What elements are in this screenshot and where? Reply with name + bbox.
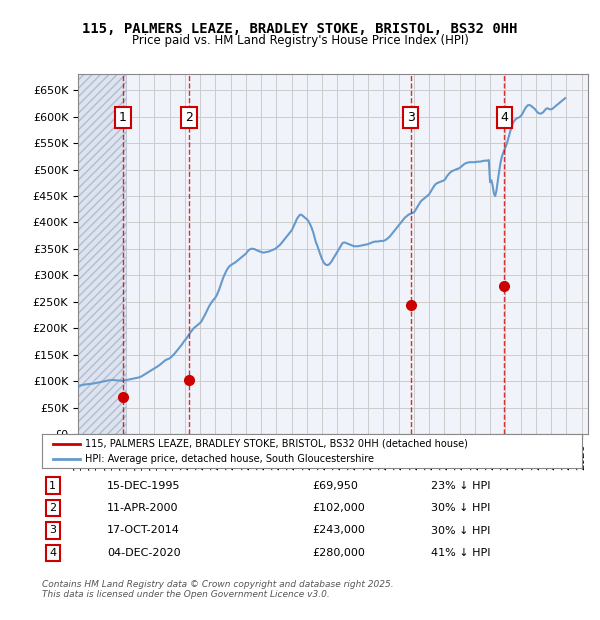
Text: 2: 2 [49,503,56,513]
Text: £69,950: £69,950 [312,480,358,490]
Text: 3: 3 [49,526,56,536]
Text: 115, PALMERS LEAZE, BRADLEY STOKE, BRISTOL, BS32 0HH (detached house): 115, PALMERS LEAZE, BRADLEY STOKE, BRIST… [85,438,468,448]
Text: 23% ↓ HPI: 23% ↓ HPI [431,480,490,490]
Text: 04-DEC-2020: 04-DEC-2020 [107,548,181,558]
Text: 41% ↓ HPI: 41% ↓ HPI [431,548,490,558]
Text: 17-OCT-2014: 17-OCT-2014 [107,526,179,536]
Text: £243,000: £243,000 [312,526,365,536]
Text: 115, PALMERS LEAZE, BRADLEY STOKE, BRISTOL, BS32 0HH: 115, PALMERS LEAZE, BRADLEY STOKE, BRIST… [82,22,518,36]
Text: HPI: Average price, detached house, South Gloucestershire: HPI: Average price, detached house, Sout… [85,454,374,464]
Text: 30% ↓ HPI: 30% ↓ HPI [431,503,490,513]
Text: 15-DEC-1995: 15-DEC-1995 [107,480,181,490]
Text: 2: 2 [185,111,193,124]
Text: 4: 4 [49,548,56,558]
Text: Price paid vs. HM Land Registry's House Price Index (HPI): Price paid vs. HM Land Registry's House … [131,34,469,47]
Text: 1: 1 [49,480,56,490]
Text: 11-APR-2000: 11-APR-2000 [107,503,178,513]
Bar [78,74,126,434]
Text: 1: 1 [119,111,127,124]
Text: £280,000: £280,000 [312,548,365,558]
Text: £102,000: £102,000 [312,503,365,513]
Text: 3: 3 [407,111,415,124]
Text: Contains HM Land Registry data © Crown copyright and database right 2025.
This d: Contains HM Land Registry data © Crown c… [42,580,394,599]
Text: 4: 4 [500,111,508,124]
Text: 30% ↓ HPI: 30% ↓ HPI [431,526,490,536]
